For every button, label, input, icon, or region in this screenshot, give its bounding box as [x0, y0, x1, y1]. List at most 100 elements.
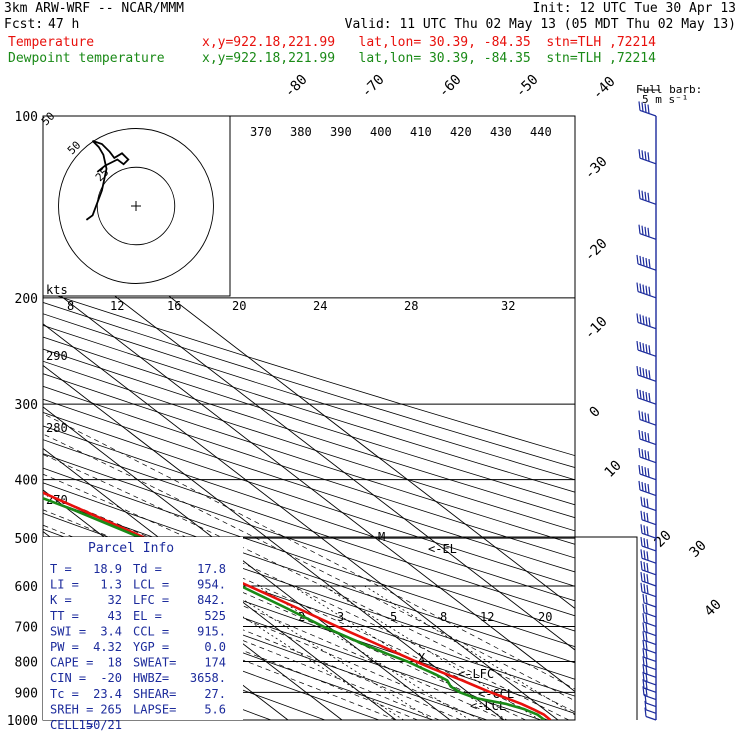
wind-barb-flag [643, 561, 646, 572]
mixing-ratio-label: 20 [538, 610, 552, 624]
forecast-label: Fcst: [4, 17, 44, 32]
wind-barb-flag [641, 190, 644, 200]
wind-barb-flag [641, 449, 644, 459]
wind-barb [643, 648, 657, 654]
wind-barb-flag [645, 614, 648, 624]
wind-barb-flag [648, 286, 651, 296]
wind-barb-flag [642, 686, 645, 696]
wind-barb-flag [644, 151, 647, 161]
parcel-row-value: 3658. [190, 671, 226, 685]
parcel-row-value: 525 [204, 609, 226, 623]
wind-barb-flag [641, 481, 644, 492]
parcel-row-label: LAPSE= [133, 702, 176, 716]
moist-adiabat-line [43, 573, 418, 720]
valid-time: Valid: 11 UTC Thu 02 May 13 (05 MDT Thu … [344, 17, 736, 32]
wind-barb-flag [645, 649, 648, 659]
parcel-row-value: 17.8 [197, 562, 226, 576]
isotherm-line [43, 323, 559, 720]
wind-barb-flag [638, 464, 641, 475]
parcel-row-value: 174 [204, 656, 226, 670]
wind-barb-flag [643, 497, 646, 507]
wind-barb-flag [642, 368, 645, 378]
theta-label: 390 [330, 125, 352, 139]
wind-barb-flag [641, 411, 644, 421]
isotherm-line [43, 364, 505, 720]
wind-barb-flag [642, 679, 645, 689]
isotherm-line [43, 447, 397, 720]
parcel-row-label: T = [50, 562, 72, 576]
wind-barb-flag [643, 550, 646, 560]
wind-barb-flag [645, 344, 648, 354]
wind-barb-flag [642, 284, 645, 294]
dry-adiabat-line [43, 398, 575, 573]
wind-barb-flag [638, 429, 641, 440]
hodo-tick-label: 28 [404, 299, 418, 313]
wind-barb-flag [641, 150, 644, 160]
wind-barb [641, 569, 657, 576]
wind-barb [641, 505, 657, 512]
legend-temperature: Temperature [8, 35, 95, 50]
wind-barb-flag [638, 448, 641, 458]
wind-barb-flag [647, 451, 650, 461]
wind-barb-flag [640, 560, 643, 571]
parcel-row-label: CCL = [133, 624, 169, 638]
parcel-row-label: Td = [133, 562, 162, 576]
theta-label: 440 [530, 125, 552, 139]
wind-barb-flag [643, 525, 646, 535]
wind-barb-flag [648, 317, 651, 327]
parcel-row-value: 265 [100, 702, 122, 716]
wind-barb-flag [647, 104, 650, 114]
moist-adiabat-line [43, 413, 575, 690]
isotherm-label-right: 20 [652, 528, 675, 551]
parcel-row-label: SWI = [50, 624, 86, 638]
wind-barb-flag [640, 582, 643, 592]
parcel-row-label: TT = [50, 609, 79, 623]
wind-barb-flag [642, 664, 645, 674]
wind-barb-flag [641, 102, 644, 112]
wind-barb-flag [646, 584, 649, 594]
wind-barb-flag [644, 467, 647, 477]
wind-barb-flag [644, 450, 647, 460]
wind-barb-flag [646, 498, 649, 508]
parcel-row-label: K = [50, 593, 72, 607]
parcel-row-label: YGP = [133, 640, 169, 654]
wind-barb-flag [636, 340, 639, 351]
wind-barb [643, 687, 657, 693]
dry-adiabat-line [43, 302, 575, 469]
parcel-row-label: SHEAR= [133, 687, 176, 701]
parcel-row-value: 27. [204, 687, 226, 701]
wind-barb [643, 630, 657, 637]
wind-barb-flag [643, 573, 646, 583]
wind-barb-flag [645, 316, 648, 326]
wind-barb [641, 557, 657, 564]
wind-barb-flag [639, 283, 642, 293]
dewpoint-profile [43, 496, 546, 720]
theta-label-left: 290 [46, 349, 68, 363]
wind-barb-flag [644, 482, 647, 493]
parcel-row-label: CELL = [50, 718, 93, 732]
wind-barb [643, 694, 657, 701]
pressure-tick-label: 600 [15, 580, 38, 595]
theta-label-left: 280 [46, 421, 68, 435]
parcel-row-value: -20 [100, 671, 122, 685]
wind-barb-flag [645, 285, 648, 295]
wind-barb-flag [642, 315, 645, 325]
parcel-row-value: 842. [197, 593, 226, 607]
parcel-row-label: LI = [50, 578, 79, 592]
wind-barb [643, 664, 657, 671]
wind-barb-flag [646, 551, 649, 561]
wind-barb-flag [638, 149, 641, 159]
dry-adiabat-line [43, 313, 575, 481]
moist-adiabat-line [43, 433, 575, 702]
wind-barb-flag [640, 496, 643, 506]
parcel-row-label: LFC = [133, 593, 169, 607]
isotherm-label-right: -10 [582, 314, 611, 343]
mixing-ratio-label: 3 [337, 610, 344, 624]
pressure-tick-label: 900 [15, 686, 38, 701]
model-title: 3km ARW-WRF -- NCAR/MMM [4, 1, 185, 16]
wind-barb-flag [640, 572, 643, 582]
wind-barb-flag [648, 393, 651, 403]
wind-barb-flag [645, 632, 648, 642]
pressure-tick-label: 800 [15, 655, 38, 670]
hodo-tick-label: 16 [167, 299, 181, 313]
